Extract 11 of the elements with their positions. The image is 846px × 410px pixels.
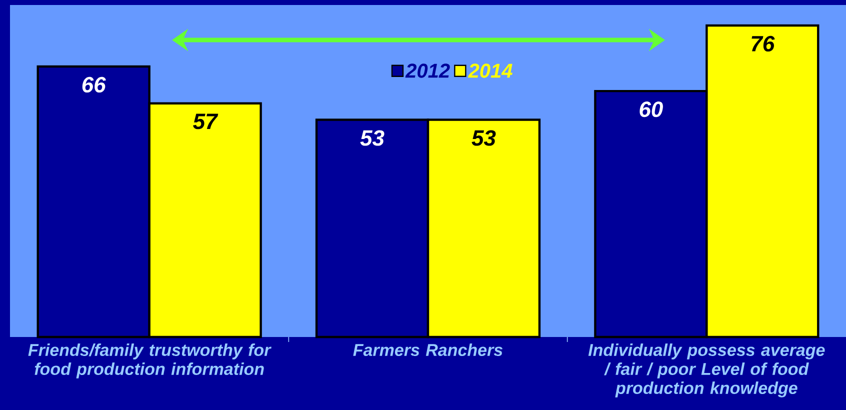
legend-label: 2014	[468, 64, 512, 78]
x-tick-label: Farmers Ranchers	[353, 344, 503, 356]
x-tick-label: Friends/family trustworthy for food production information	[28, 344, 272, 378]
data-label: 60	[640, 102, 663, 118]
legend-label: 2012	[405, 64, 450, 78]
x-tick-label: Individually possess average / fair / poor Level of food production knowledge	[588, 344, 825, 398]
data-label: 57	[193, 114, 218, 130]
data-label: 53	[360, 130, 384, 146]
data-label: 53	[472, 130, 496, 146]
data-label: 76	[752, 36, 775, 52]
data-label: 66	[82, 76, 106, 92]
